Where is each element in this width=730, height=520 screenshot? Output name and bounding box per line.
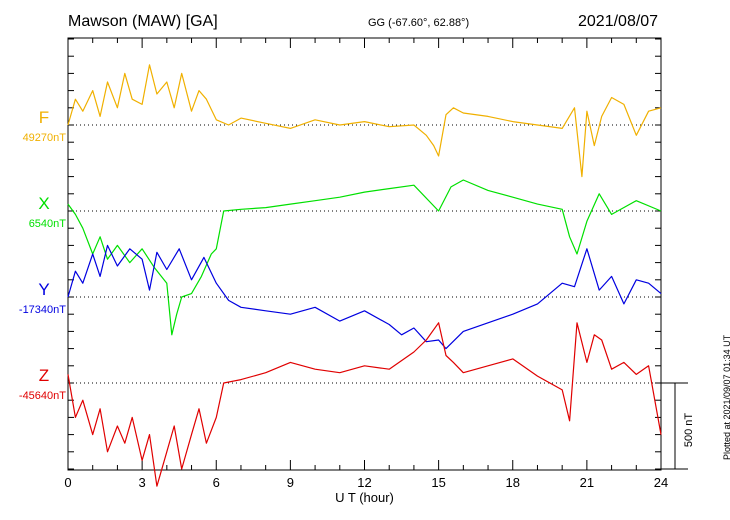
x-tick-label: 18: [506, 475, 520, 490]
series-line-z: [67, 322, 662, 487]
series-line-f: [67, 64, 662, 178]
x-tick-label: 9: [287, 475, 294, 490]
series-name-x: X: [38, 194, 49, 213]
x-tick-label: 15: [431, 475, 445, 490]
x-tick-label: 24: [654, 475, 668, 490]
station-title: Mawson (MAW) [GA]: [68, 13, 218, 30]
date-label: 2021/08/07: [578, 13, 659, 30]
baseline-value-y: -17340nT: [19, 304, 66, 316]
coordinates-label: GG (-67.60°, 62.88°): [368, 17, 470, 29]
x-tick-label: 12: [357, 475, 371, 490]
series-name-f: F: [39, 108, 49, 127]
series-line-y: [67, 244, 662, 350]
baseline-value-x: 6540nT: [29, 218, 67, 230]
scale-bar-label: 500 nT: [683, 413, 695, 448]
baseline-value-z: -45640nT: [19, 390, 66, 402]
x-tick-label: 3: [139, 475, 146, 490]
series-name-y: Y: [38, 280, 49, 299]
x-tick-label: 21: [580, 475, 594, 490]
x-tick-label: 6: [213, 475, 220, 490]
baseline-value-f: 49270nT: [23, 132, 67, 144]
x-axis-label: U T (hour): [335, 490, 394, 505]
series-name-z: Z: [39, 366, 49, 385]
x-tick-label: 0: [64, 475, 71, 490]
series-line-x: [67, 179, 662, 336]
